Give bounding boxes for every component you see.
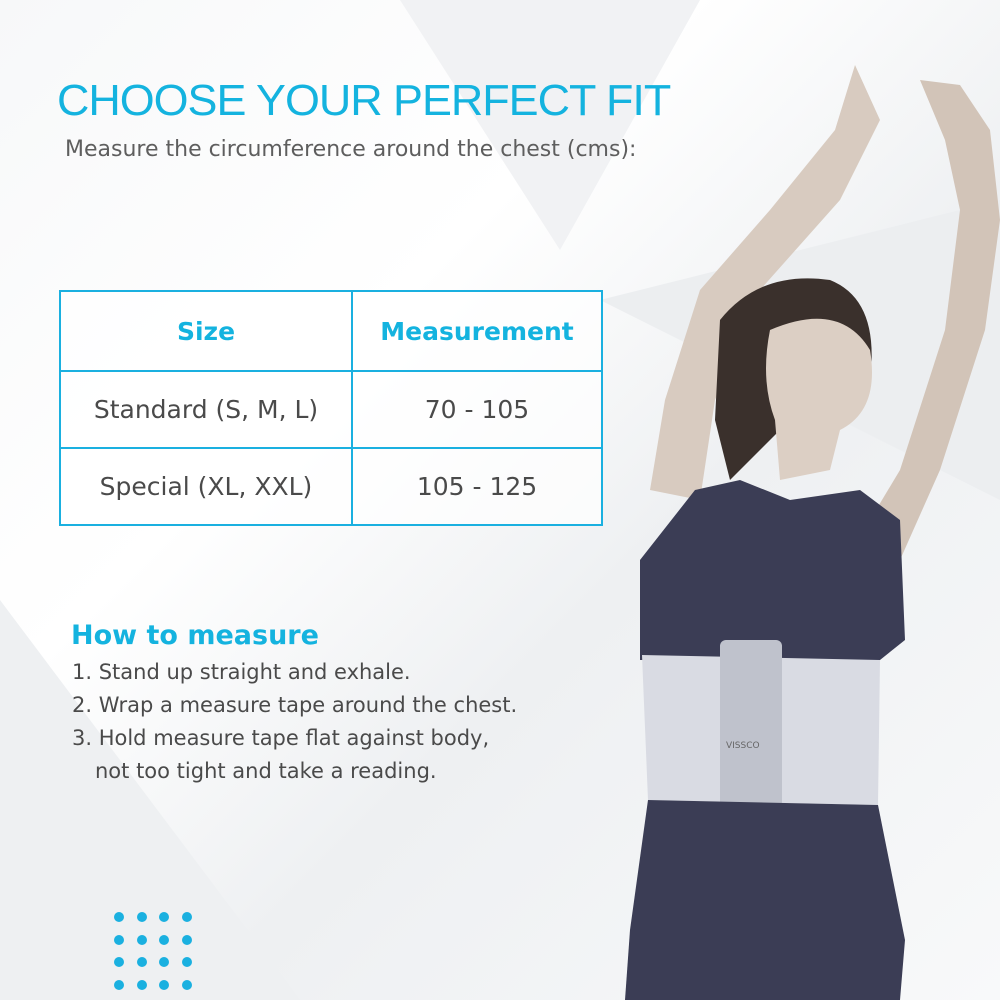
decorative-dot-grid: [114, 912, 192, 990]
header-size: Size: [59, 290, 353, 372]
table-header-row: Size Measurement: [59, 290, 603, 372]
cell-size: Special (XL, XXL): [59, 447, 353, 526]
brand-label: VISSCO: [726, 741, 760, 751]
how-to-title: How to measure: [71, 620, 319, 651]
size-chart-table: Size Measurement Standard (S, M, L) 70 -…: [59, 290, 603, 526]
page-title: CHOOSE YOUR PERFECT FIT: [57, 76, 671, 125]
belt-velcro-flap: [720, 640, 782, 808]
cell-measurement: 105 - 125: [351, 447, 603, 526]
step-3: 3. Hold measure tape flat against body,: [72, 726, 490, 750]
cell-size: Standard (S, M, L): [59, 370, 353, 449]
step-3-continued: not too tight and take a reading.: [95, 759, 437, 783]
model-wearing-chest-belt-image: VISSCO: [625, 65, 1000, 1000]
subheading: Measure the circumference around the che…: [65, 137, 637, 162]
cell-measurement: 70 - 105: [351, 370, 603, 449]
table-row: Special (XL, XXL) 105 - 125: [59, 447, 603, 526]
table-row: Standard (S, M, L) 70 - 105: [59, 370, 603, 449]
header-measurement: Measurement: [351, 290, 603, 372]
step-1: 1. Stand up straight and exhale.: [72, 660, 411, 684]
how-to-steps: 1. Stand up straight and exhale. 2. Wrap…: [72, 656, 517, 788]
step-2: 2. Wrap a measure tape around the chest.: [72, 693, 518, 717]
